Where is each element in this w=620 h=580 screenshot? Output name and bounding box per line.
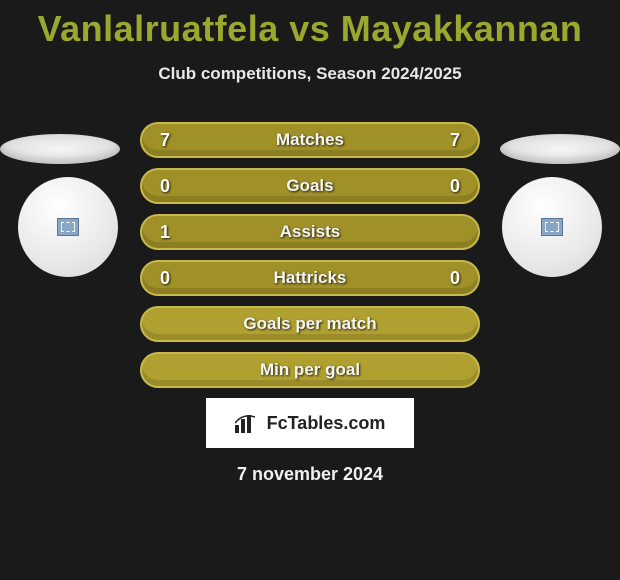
stat-bar: 1 Assists	[140, 214, 480, 250]
stat-value-right: 7	[446, 130, 464, 151]
stat-value-right: 0	[446, 268, 464, 289]
title-sep: vs	[279, 8, 341, 49]
subtitle: Club competitions, Season 2024/2025	[0, 64, 620, 84]
placeholder-crest-icon	[541, 218, 563, 236]
right-club-ellipse	[500, 134, 620, 164]
stat-bar: Min per goal	[140, 352, 480, 388]
left-club-ellipse	[0, 134, 120, 164]
stat-label: Hattricks	[274, 268, 347, 288]
logo-text: FcTables.com	[267, 413, 386, 434]
snapshot-date: 7 november 2024	[0, 464, 620, 485]
stat-bar: 0 Goals 0	[140, 168, 480, 204]
player2-name: Mayakkannan	[341, 8, 583, 49]
stat-value-left: 1	[156, 222, 174, 243]
player1-name: Vanlalruatfela	[38, 8, 279, 49]
comparison-content: 7 Matches 7 0 Goals 0 1 Assists 0 Hattricks 0 Goals…	[0, 122, 620, 485]
placeholder-crest-icon	[57, 218, 79, 236]
page-title: Vanlalruatfela vs Mayakkannan	[0, 0, 620, 50]
stat-value-left: 0	[156, 176, 174, 197]
stat-value-right: 0	[446, 176, 464, 197]
stat-label: Matches	[276, 130, 344, 150]
stat-bar: Goals per match	[140, 306, 480, 342]
stat-label: Min per goal	[260, 360, 360, 380]
stat-value-left: 7	[156, 130, 174, 151]
stat-label: Goals per match	[243, 314, 376, 334]
stat-label: Goals	[286, 176, 333, 196]
left-club-badge	[18, 177, 118, 277]
stat-value-left: 0	[156, 268, 174, 289]
stat-label: Assists	[280, 222, 340, 242]
stat-bars: 7 Matches 7 0 Goals 0 1 Assists 0 Hattricks 0 Goals…	[140, 122, 480, 388]
stat-bar: 7 Matches 7	[140, 122, 480, 158]
bars-icon	[235, 413, 261, 433]
right-club-badge	[502, 177, 602, 277]
stat-bar: 0 Hattricks 0	[140, 260, 480, 296]
source-logo[interactable]: FcTables.com	[206, 398, 414, 448]
